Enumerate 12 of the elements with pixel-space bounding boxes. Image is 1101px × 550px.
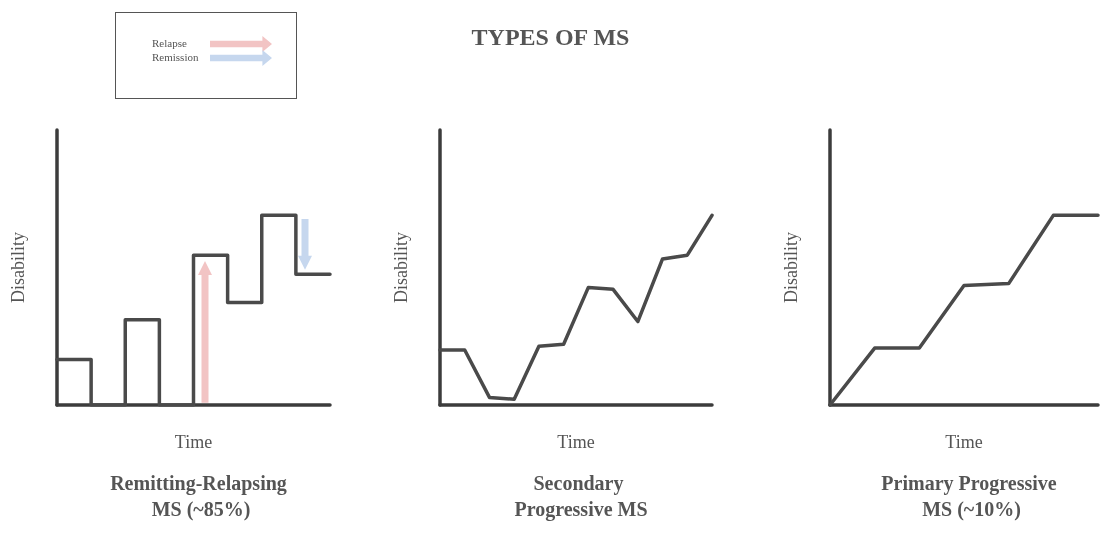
text: Remitting-Relapsing MS (~85%) (110, 472, 287, 521)
x-axis-title: Time (174, 432, 213, 452)
text: Relapse (152, 37, 187, 49)
text: Remission (152, 51, 199, 63)
text: Primary Progressive MS (~10%) (881, 472, 1057, 521)
y-axis-title: Disability (8, 232, 28, 303)
text: Secondary Progressive MS (514, 472, 648, 521)
x-axis-title: Time (557, 432, 595, 452)
text: TYPES OF MS (471, 24, 630, 50)
y-axis-title: Disability (781, 232, 801, 303)
y-axis-title: Disability (391, 232, 411, 303)
x-axis-title: Time (945, 432, 983, 452)
